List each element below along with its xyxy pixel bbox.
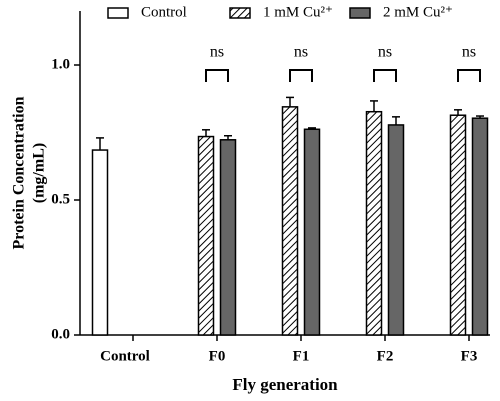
legend-label: 1 mM Cu²⁺ (263, 4, 333, 20)
legend-label: 2 mM Cu²⁺ (383, 4, 453, 20)
legend-swatch (107, 7, 129, 19)
legend-swatch (349, 7, 371, 19)
legend-label: Control (141, 4, 187, 20)
significance-label: ns (378, 44, 392, 61)
significance-bracket (289, 69, 313, 82)
bar (91, 149, 109, 336)
bar (471, 117, 489, 336)
bar (365, 110, 383, 336)
x-tick-label: F3 (461, 348, 478, 364)
significance-bracket (457, 69, 481, 82)
y-tick-label: 0.5 (51, 191, 70, 207)
significance-label: ns (462, 44, 476, 61)
bar (219, 139, 237, 336)
significance-label: ns (210, 44, 224, 61)
y-axis-label: Protein Concentration (11, 96, 28, 249)
significance-bracket (373, 69, 397, 82)
x-tick-label: F2 (377, 348, 394, 364)
significance-label: ns (294, 44, 308, 61)
x-axis-label: Fly generation (232, 375, 338, 394)
bar (281, 106, 299, 336)
legend-swatch (229, 7, 251, 19)
y-tick-label: 1.0 (51, 56, 70, 72)
y-tick-label: 0.0 (51, 326, 70, 342)
bar (303, 128, 321, 336)
y-axis-label: (mg/mL) (31, 143, 48, 203)
bar (449, 114, 467, 336)
x-tick-label: F1 (293, 348, 310, 364)
bar (387, 124, 405, 336)
significance-bracket (205, 69, 229, 82)
x-tick-label: F0 (209, 348, 226, 364)
x-tick-label: Control (100, 348, 150, 364)
bar (197, 135, 215, 336)
